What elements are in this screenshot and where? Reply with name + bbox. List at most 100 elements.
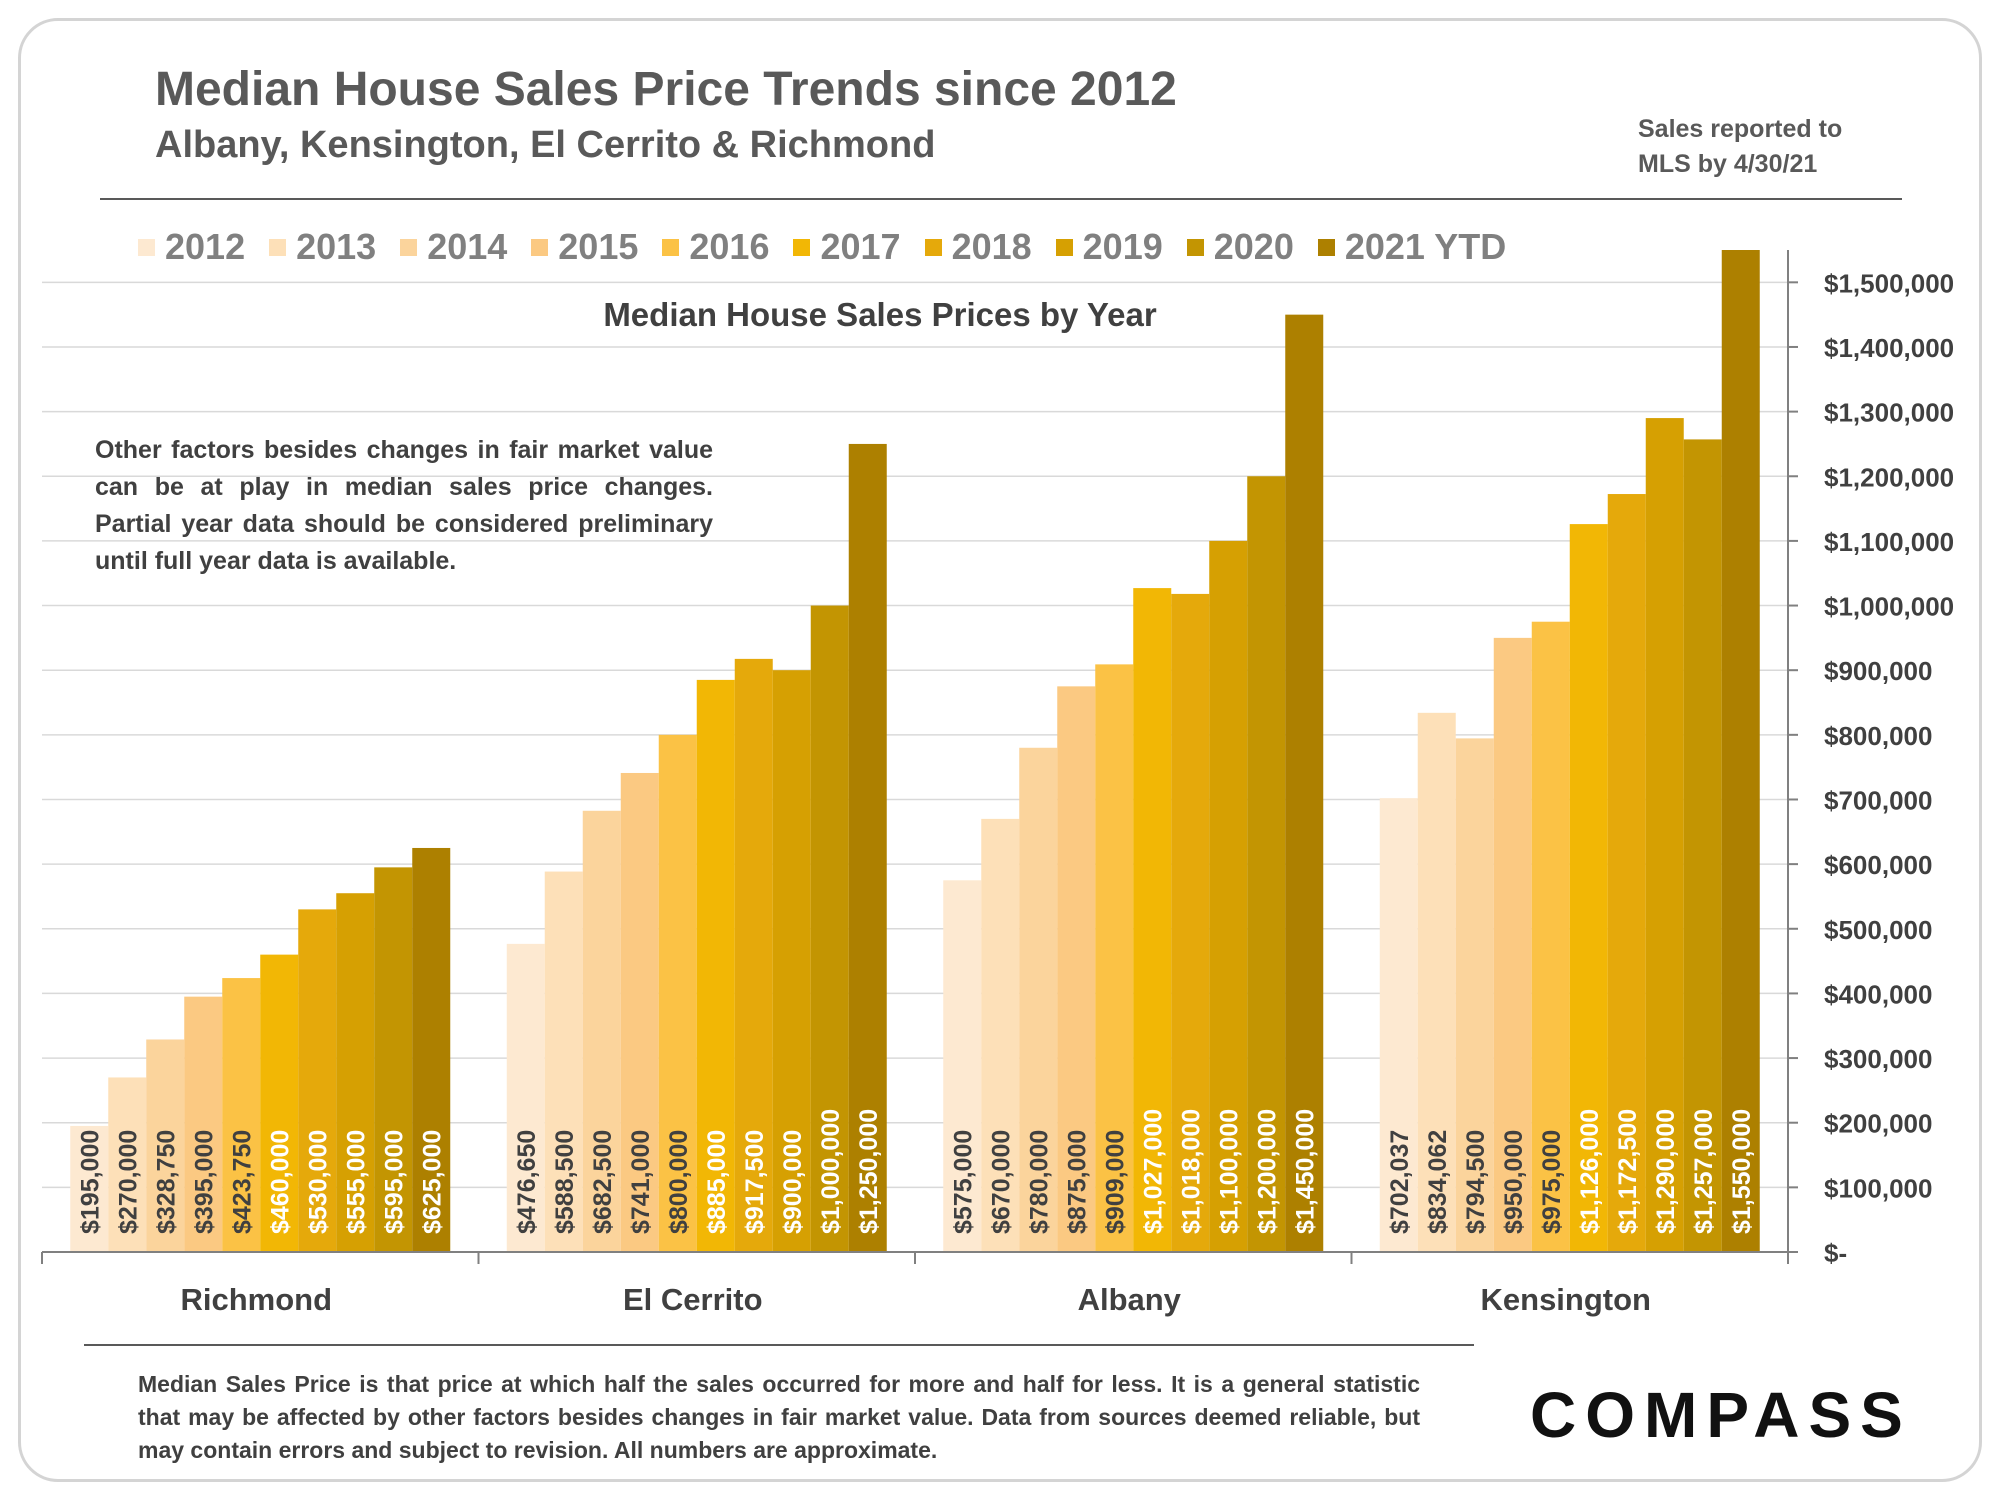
legend-swatch [662,238,680,256]
legend-item: 2013 [269,226,376,268]
bar-value-label: $270,000 [114,1130,142,1234]
page-title: Median House Sales Price Trends since 20… [155,63,1177,116]
bar-value-label: $423,750 [228,1130,256,1234]
bar [336,893,375,1252]
legend-swatch [1055,238,1073,256]
page-subtitle: Albany, Kensington, El Cerrito & Richmon… [155,124,936,166]
bar-value-label: $1,257,000 [1690,1109,1718,1234]
chart-title: Median House Sales Prices by Year [603,296,1157,333]
bar [298,909,337,1252]
legend-label: 2014 [427,226,508,267]
bar-value-label: $1,000,000 [817,1109,845,1234]
y-tick-label: $500,000 [1824,915,1932,945]
chart-legend: 2012 2013 2014 2015 2016 2017 2018 2019 2020 2021… [138,226,1530,268]
bar-value-label: $328,750 [152,1130,180,1234]
legend-item: 2017 [793,226,901,268]
bar [1247,476,1286,1252]
bar [544,871,583,1252]
bar-value-label: $834,062 [1424,1130,1452,1234]
bar-value-label: $1,550,000 [1728,1109,1756,1234]
bars: $195,000 $270,000 $328,750 $395,000 $423,750… [70,250,1760,1253]
bar [696,679,735,1252]
legend-label: 2012 [165,226,246,267]
bar [374,867,413,1252]
legend-swatch [1317,238,1335,256]
bar-value-label: $800,000 [665,1130,693,1234]
bar [1379,798,1418,1252]
bar [260,954,299,1252]
bar-value-label: $588,500 [551,1130,579,1234]
bar [184,996,223,1252]
header-divider [100,198,1902,200]
footer-disclaimer: Median Sales Price is that price at whic… [138,1371,1420,1463]
legend-item: 2014 [400,226,507,268]
bar-value-label: $1,126,000 [1576,1109,1604,1234]
bar-value-label: $900,000 [779,1130,807,1234]
bar-value-label: $530,000 [304,1130,332,1234]
y-tick-label: $200,000 [1824,1109,1932,1139]
report-note-line-2: MLS by 4/30/21 [1638,150,1818,178]
legend-swatch [531,238,549,256]
bar-value-label: $1,100,000 [1215,1109,1243,1234]
bar [810,605,849,1252]
report-note-line-1: Sales reported to [1638,115,1843,143]
y-tick-label: $1,100,000 [1824,527,1954,557]
bar-value-label: $1,450,000 [1291,1109,1319,1234]
bar [1607,494,1646,1252]
y-tick-label: $400,000 [1824,979,1932,1009]
bar [1721,250,1760,1252]
y-tick-label: $700,000 [1824,785,1932,815]
bar-value-label: $875,000 [1063,1130,1091,1234]
bar-value-label: $595,000 [380,1130,408,1234]
bar-value-label: $555,000 [342,1130,370,1234]
bar-value-label: $476,650 [513,1130,541,1234]
bar [1171,593,1210,1252]
bar-value-label: $741,000 [627,1130,655,1234]
y-tick-label: $1,400,000 [1824,333,1954,363]
bar-value-label: $702,037 [1386,1130,1414,1234]
bar [506,943,545,1252]
bar [412,847,451,1252]
legend-item: 2012 [138,226,245,268]
legend-label: 2017 [820,226,901,267]
legend-label: 2013 [296,226,377,267]
bar [658,734,697,1252]
legend-item: 2021 YTD [1317,226,1506,268]
footer-divider [84,1344,1474,1346]
y-tick-label: $- [1824,1238,1847,1268]
bar-value-label: $950,000 [1500,1130,1528,1234]
bar-value-label: $460,000 [266,1130,294,1234]
bar-value-label: $1,290,000 [1652,1109,1680,1234]
y-tick-label: $600,000 [1824,850,1932,880]
bar-value-label: $575,000 [949,1130,977,1234]
bar-value-label: $1,172,500 [1614,1109,1642,1234]
bar-value-label: $625,000 [418,1130,446,1234]
x-category-label: Kensington [1481,1282,1652,1317]
y-tick-label: $1,300,000 [1824,398,1954,428]
y-tick-label: $1,000,000 [1824,592,1954,622]
bar [1493,637,1532,1252]
legend-item: 2019 [1055,226,1163,268]
legend-label: 2015 [558,226,639,267]
bar [146,1039,185,1252]
bar [1683,439,1722,1253]
bar [848,443,887,1252]
bar-value-label: $395,000 [190,1130,218,1234]
caveat-note: Other factors besides changes in fair ma… [95,436,713,575]
bar [1133,588,1172,1252]
x-category-label: Albany [1078,1282,1182,1317]
bar-value-label: $909,000 [1101,1130,1129,1234]
legend-label: 2020 [1213,226,1294,267]
legend-swatch [793,238,811,256]
legend-swatch [269,238,287,256]
legend-label: 2016 [689,226,770,267]
bar-value-label: $1,250,000 [855,1109,883,1234]
bar-value-label: $682,500 [589,1130,617,1234]
bar [734,658,773,1252]
bar-value-label: $780,000 [1025,1130,1053,1234]
bar-value-label: $1,018,000 [1177,1109,1205,1234]
legend-swatch [400,238,418,256]
legend-item: 2020 [1186,226,1294,268]
legend-swatch [924,238,942,256]
